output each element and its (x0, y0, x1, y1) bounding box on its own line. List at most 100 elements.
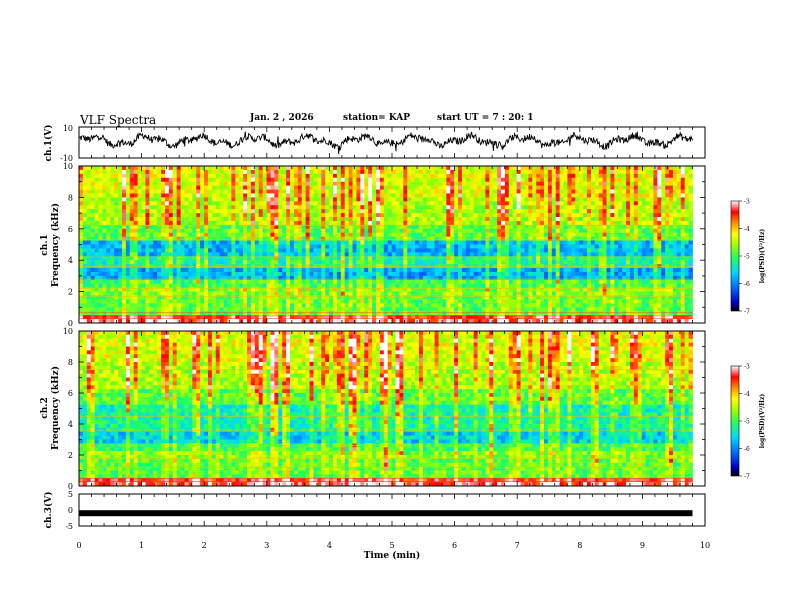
spectrogram-cell (223, 177, 228, 183)
spectrogram-cell (407, 232, 412, 238)
spectrogram-cell (157, 185, 162, 190)
spectrogram-cell (149, 283, 154, 289)
spectrogram-cell (536, 177, 541, 183)
spectrogram-cell (79, 283, 84, 289)
spectrogram-cell (215, 260, 221, 265)
spectrogram-cell (98, 240, 103, 245)
spectrogram-cell (262, 244, 267, 249)
spectrogram-cell (161, 236, 166, 241)
spectrogram-cell (508, 189, 514, 194)
spectrogram-cell (375, 236, 381, 241)
spectrogram-cell (360, 252, 365, 257)
spectrogram-cell (567, 205, 572, 210)
spectrogram-cell (391, 177, 396, 183)
spectrogram-cell (618, 166, 623, 171)
spectrogram-cell (497, 213, 502, 218)
spectrogram-cell (94, 201, 99, 206)
spectrogram-cell (86, 279, 92, 285)
spectrogram-cell (153, 283, 158, 289)
spectrogram-cell (520, 268, 525, 273)
spectrogram-cell (290, 213, 295, 218)
spectrogram-cell (563, 236, 568, 241)
spectrogram-cell (348, 181, 353, 187)
spectrogram-cell (321, 213, 326, 218)
spectrogram-cell (516, 232, 521, 238)
spectrogram-cell (391, 181, 396, 187)
spectrogram-cell (586, 213, 592, 218)
spectrogram-cell (94, 177, 99, 183)
spectrogram-cell (262, 275, 267, 281)
spectrogram-cell (375, 232, 381, 238)
spectrogram-cell (286, 181, 291, 187)
spectrogram-cell (508, 248, 514, 253)
spectrogram-cell (141, 279, 146, 285)
spectrogram-cell (180, 260, 185, 265)
spectrogram-cell (629, 240, 635, 245)
spectrogram-cell (458, 260, 463, 265)
spectrogram-cell (626, 177, 631, 183)
spectrogram-cell (403, 173, 408, 179)
spectrogram-cell (387, 181, 392, 187)
spectrogram-cell (161, 244, 166, 249)
spectrogram-cell (184, 232, 189, 238)
spectrogram-cell (141, 240, 146, 245)
spectrogram-cell (528, 197, 533, 202)
spectrogram-cell (200, 248, 205, 253)
spectrogram-cell (540, 197, 545, 202)
spectrogram-cell (629, 213, 635, 218)
spectrogram-cell (493, 213, 498, 218)
spectrogram-cell (344, 181, 350, 187)
spectrogram-cell (473, 169, 478, 175)
spectrogram-cell (254, 260, 260, 265)
spectrogram-cell (356, 283, 361, 289)
spectrogram-cell (614, 232, 619, 238)
spectrogram-cell (375, 189, 381, 194)
spectrogram-cell (317, 213, 322, 218)
spectrogram-cell (391, 201, 396, 206)
spectrogram-cell (110, 169, 115, 175)
spectrogram-cell (188, 224, 193, 230)
spectrogram-cell (86, 271, 92, 277)
spectrogram-cell (313, 256, 318, 261)
spectrogram-cell (672, 236, 678, 241)
spectrogram-cell (364, 169, 369, 175)
spectrogram-cell (532, 193, 537, 198)
spectrogram-cell (586, 252, 592, 257)
spectrogram-cell (79, 224, 84, 230)
spectrogram-cell (489, 275, 494, 281)
spectrogram-cell (98, 252, 103, 257)
spectrogram-cell (129, 213, 135, 218)
spectrogram-cell (379, 189, 385, 194)
spectrogram-cell (106, 193, 111, 198)
spectrogram-cell (497, 232, 502, 238)
spectrogram-cell (485, 271, 490, 277)
spectrogram-cell (118, 236, 123, 241)
spectrogram-cell (676, 217, 682, 222)
spectrogram-cell (395, 197, 400, 202)
spectrogram-cell (450, 232, 455, 238)
spectrogram-cell (274, 279, 279, 285)
spectrogram-cell (540, 248, 545, 253)
spectrogram-cell (278, 173, 283, 179)
spectrogram-cell (98, 232, 103, 238)
spectrogram-cell (235, 193, 240, 198)
spectrogram-cell (618, 185, 623, 190)
spectrogram-cell (121, 283, 127, 289)
spectrogram-cell (336, 228, 342, 234)
spectrogram-cell (301, 185, 307, 190)
spectrogram-cell (586, 224, 592, 230)
spectrogram-cell (598, 166, 604, 171)
spectrogram-cell (645, 173, 650, 179)
spectrogram-cell (200, 275, 205, 281)
spectrogram-cell (469, 209, 475, 214)
spectrogram-cell (141, 220, 146, 226)
spectrogram-cell (688, 283, 693, 289)
spectrogram-cell (239, 193, 244, 198)
spectrogram-cell (477, 228, 482, 234)
spectrogram-cell (325, 166, 330, 171)
spectrogram-cell (309, 244, 314, 249)
spectrogram-cell (551, 220, 557, 226)
spectrogram-cell (262, 283, 267, 289)
spectrogram-cell (332, 169, 338, 175)
